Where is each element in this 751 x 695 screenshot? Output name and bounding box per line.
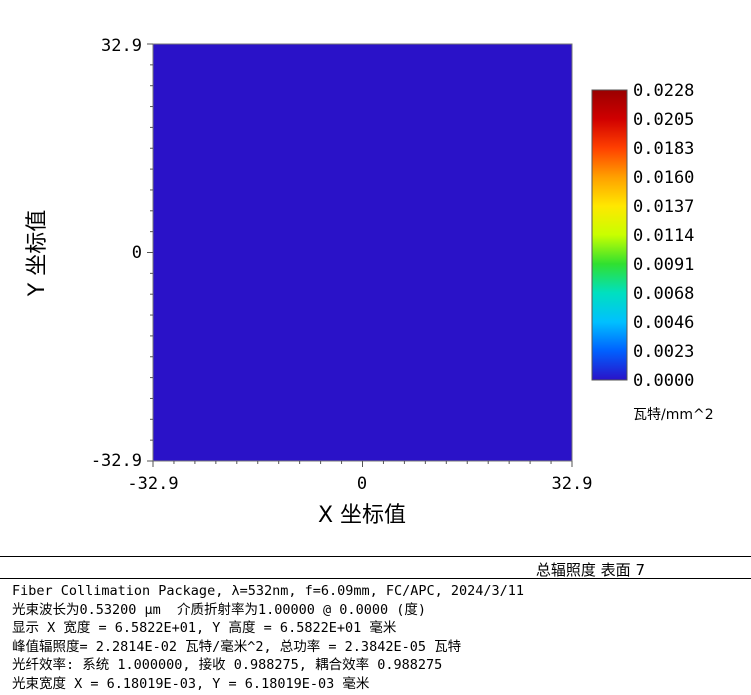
x-tick-label-mid: 0 xyxy=(357,474,367,494)
y-axis-ticks xyxy=(147,43,153,462)
y-tick-label-bottom: -32.9 xyxy=(91,451,142,471)
x-axis-title: X 坐标值 xyxy=(318,503,406,528)
colorbar-tick-label: 0.0183 xyxy=(633,139,694,159)
irradiance-plot: 32.9 0 -32.9 -32.9 0 32.9 X 坐标值 Y 坐标值 0.… xyxy=(25,36,714,528)
footer-mid-rule xyxy=(0,578,751,579)
colorbar-tick-label: 0.0114 xyxy=(633,226,694,246)
colorbar-tick-label: 0.0023 xyxy=(633,342,694,362)
heatmap-field xyxy=(153,44,572,461)
x-tick-label-right: 32.9 xyxy=(552,474,593,494)
info-line-package: Fiber Collimation Package, λ=532nm, f=6.… xyxy=(12,583,525,599)
colorbar-tick-label: 0.0205 xyxy=(633,110,694,130)
colorbar-tick-label: 0.0228 xyxy=(633,81,694,101)
info-line-fiber-efficiency: 光纤效率: 系统 1.000000, 接收 0.988275, 耦合效率 0.9… xyxy=(12,657,443,674)
x-axis-ticks xyxy=(152,461,573,467)
info-line-wavelength: 光束波长为0.53200 µm 介质折射率为1.00000 @ 0.0000 (… xyxy=(12,601,426,618)
colorbar-tick-label: 0.0160 xyxy=(633,168,694,188)
y-tick-label-mid: 0 xyxy=(132,243,142,263)
y-axis-title: Y 坐标值 xyxy=(25,210,50,297)
colorbar-tick-label: 0.0046 xyxy=(633,313,694,333)
colorbar-tick-label: 0.0091 xyxy=(633,255,694,275)
colorbar-tick-label: 0.0137 xyxy=(633,197,694,217)
info-block: Fiber Collimation Package, λ=532nm, f=6.… xyxy=(12,582,742,694)
plot-title: 总辐照度 表面 7 xyxy=(535,561,645,579)
x-tick-label-left: -32.9 xyxy=(127,474,178,494)
info-line-display-size: 显示 X 宽度 = 6.5822E+01, Y 高度 = 6.5822E+01 … xyxy=(12,620,397,637)
info-line-peak-irradiance: 峰值辐照度= 2.2814E-02 瓦特/毫米^2, 总功率 = 2.3842E… xyxy=(12,638,462,655)
colorbar xyxy=(591,89,628,381)
info-line-beam-width: 光束宽度 X = 6.18019E-03, Y = 6.18019E-03 毫米 xyxy=(12,675,370,692)
colorbar-unit-label: 瓦特/mm^2 xyxy=(633,407,714,423)
y-tick-label-top: 32.9 xyxy=(101,36,142,56)
colorbar-tick-label: 0.0068 xyxy=(633,284,694,304)
colorbar-tick-label: 0.0000 xyxy=(633,371,694,391)
footer-top-rule xyxy=(0,556,751,557)
colorbar-tick-labels: 0.0228 0.0205 0.0183 0.0160 0.0137 0.0114 0.00… xyxy=(633,81,694,391)
